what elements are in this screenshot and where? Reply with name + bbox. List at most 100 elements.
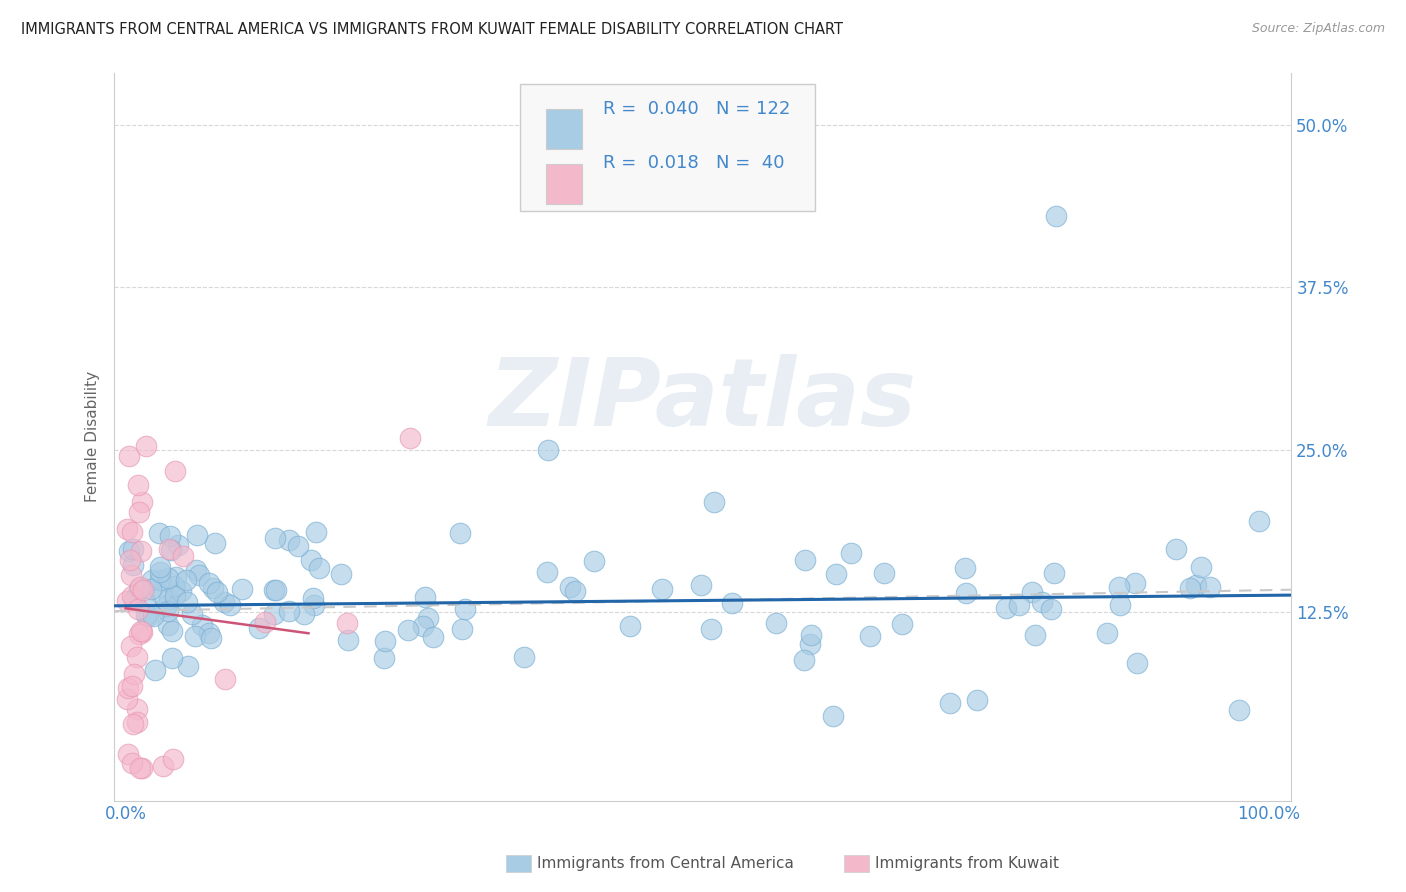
Point [160,542,183,557]
Text: R =  0.018   N =  40: R = 0.018 N = 40 [603,154,785,172]
Point [413,590,436,604]
Point [304,598,326,612]
Point [373,650,395,665]
Point [821,709,844,723]
Point [172,549,194,563]
Point [1184,577,1206,591]
Point [204,536,226,550]
Point [560,581,582,595]
Point [264,582,287,597]
Point [121,717,143,731]
Point [115,692,138,706]
Point [1108,580,1130,594]
Point [186,563,208,577]
Point [287,539,309,553]
FancyBboxPatch shape [546,164,582,204]
Point [398,431,420,445]
Point [1227,703,1250,717]
Point [253,615,276,629]
Point [191,618,214,632]
Point [277,533,299,547]
Point [700,622,723,636]
Point [160,624,183,639]
Point [231,582,253,597]
Point [200,631,222,645]
Point [121,524,143,539]
Point [583,554,606,568]
Point [859,629,882,643]
Point [412,619,434,633]
Point [176,595,198,609]
Point [337,632,360,647]
Point [536,565,558,579]
Point [263,583,285,598]
Point [162,752,184,766]
Point [165,570,187,584]
Point [939,696,962,710]
Point [214,672,236,686]
Point [263,607,285,622]
Point [1039,602,1062,616]
Point [264,531,287,545]
Point [118,450,141,464]
Point [188,567,211,582]
Text: Immigrants from Central America: Immigrants from Central America [537,856,794,871]
Point [125,702,148,716]
Point [1045,209,1067,223]
Point [131,761,153,775]
Point [214,595,236,609]
Point [152,759,174,773]
Point [1021,585,1043,599]
Point [157,541,180,556]
Point [160,650,183,665]
Point [198,576,221,591]
Point [292,607,315,621]
Text: R =  0.040   N = 122: R = 0.040 N = 122 [603,100,790,118]
Point [1247,514,1270,528]
Point [374,633,396,648]
Point [127,602,149,616]
Point [129,761,152,775]
Point [825,567,848,582]
Point [955,586,977,600]
Point [765,616,787,631]
Point [174,573,197,587]
Point [1043,566,1066,580]
Point [131,625,153,640]
Point [186,528,208,542]
Point [149,560,172,574]
Point [537,442,560,457]
Point [301,591,323,605]
Point [1031,595,1053,609]
Point [177,659,200,673]
Point [201,581,224,595]
Point [218,598,240,612]
Point [278,603,301,617]
Point [1108,599,1130,613]
Point [690,578,713,592]
Point [170,584,193,599]
Point [167,538,190,552]
Point [120,552,142,566]
Point [966,693,988,707]
Point [117,522,139,536]
Point [117,593,139,607]
Point [165,464,187,478]
Point [122,591,145,606]
Point [308,561,330,575]
Point [149,573,172,587]
Point [136,609,159,624]
Point [994,601,1017,615]
Text: Source: ZipAtlas.com: Source: ZipAtlas.com [1251,22,1385,36]
Point [794,552,817,566]
Point [163,579,186,593]
Y-axis label: Female Disability: Female Disability [86,371,100,502]
Point [651,582,673,596]
Point [141,573,163,587]
Point [305,524,328,539]
Point [117,747,139,761]
Point [418,611,440,625]
Text: ZIPatlas: ZIPatlas [489,354,917,446]
Point [149,566,172,580]
Point [1178,581,1201,595]
